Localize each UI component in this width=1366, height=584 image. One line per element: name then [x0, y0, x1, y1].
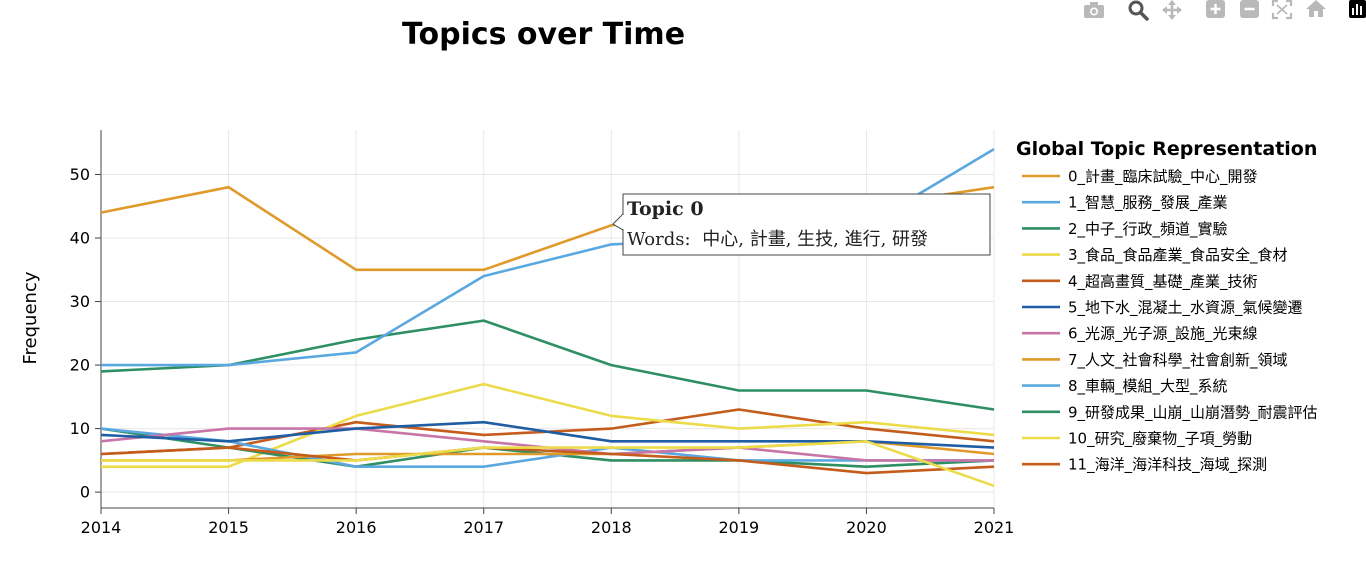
legend-item-topic-5[interactable]: 5_地下水_混凝土_水資源_氣候變遷 [1022, 299, 1303, 318]
hover-words: Words: 中心, 計畫, 生技, 進行, 研發 [627, 229, 928, 250]
legend-label: 8_車輛_模組_大型_系統 [1068, 377, 1228, 396]
legend-label: 2_中子_行政_頻道_實驗 [1068, 220, 1228, 239]
legend-label: 5_地下水_混凝土_水資源_氣候變遷 [1068, 299, 1303, 318]
plot-area: 2014 2015 2016 2017 2018 2019 2020 2021 0 10 20 30… [70, 130, 1015, 537]
series-line-topic-6[interactable] [100, 427, 994, 462]
legend-label: 7_人文_社會科學_社會創新_領域 [1068, 351, 1288, 370]
x-tick-label: 2021 [974, 518, 1015, 537]
x-tick-labels: 2014 2015 2016 2017 2018 2019 2020 2021 [81, 518, 1015, 537]
legend-items: 0_計畫_臨床試驗_中心_開發 1_智慧_服務_發展_產業 2_中子_行政_頻道_實… [1022, 168, 1318, 475]
y-tick-label: 10 [70, 419, 90, 438]
series-line-topic-1[interactable] [101, 147, 995, 367]
legend-item-topic-10[interactable]: 10_研究_廢棄物_子項_勞動 [1022, 430, 1252, 449]
series-line-topic-4[interactable] [100, 446, 995, 475]
home-icon[interactable] [1306, 0, 1326, 17]
legend-label: 4_超高畫質_基礎_產業_技術 [1068, 272, 1258, 291]
zoom-icon[interactable] [1128, 0, 1149, 21]
camera-icon[interactable] [1084, 2, 1104, 18]
legend-label: 11_海洋_海洋科技_海域_探測 [1068, 456, 1267, 475]
legend-label: 10_研究_廢棄物_子項_勞動 [1068, 430, 1252, 449]
legend-item-topic-6[interactable]: 6_光源_光子源_設施_光束線 [1022, 325, 1258, 344]
series-line-topic-3[interactable] [101, 439, 995, 488]
y-tick-label: 40 [70, 229, 90, 248]
legend: Global Topic Representation 0_計畫_臨床試驗_中心… [1016, 138, 1318, 475]
x-tick-label: 2019 [718, 518, 759, 537]
y-tick-label: 50 [70, 165, 90, 184]
modebar [1084, 0, 1366, 21]
x-tick-label: 2017 [463, 518, 504, 537]
y-tick-label: 0 [80, 483, 90, 502]
legend-label: 9_研發成果_山崩_山崩潛勢_耐震評估 [1068, 403, 1318, 422]
x-tick-label: 2014 [81, 518, 122, 537]
autoscale-icon[interactable] [1271, 0, 1293, 20]
legend-title: Global Topic Representation [1016, 138, 1317, 160]
y-tick-label: 20 [70, 356, 90, 375]
series-line-topic-8[interactable] [100, 427, 994, 469]
legend-item-topic-4[interactable]: 4_超高畫質_基礎_產業_技術 [1022, 272, 1258, 291]
legend-label: 6_光源_光子源_設施_光束線 [1068, 325, 1258, 344]
x-tick-label: 2016 [336, 518, 377, 537]
chart-title: Topics over Time [402, 17, 685, 52]
series-line-topic-2[interactable] [100, 319, 995, 411]
hover-words-label: Words: [627, 229, 691, 250]
hover-words-value: 中心, 計畫, 生技, 進行, 研發 [702, 229, 928, 250]
legend-item-topic-0[interactable]: 0_計畫_臨床試驗_中心_開發 [1022, 168, 1258, 187]
legend-item-topic-7[interactable]: 7_人文_社會科學_社會創新_領域 [1022, 351, 1288, 370]
x-tick-label: 2020 [846, 518, 887, 537]
legend-label: 1_智慧_服務_發展_產業 [1068, 194, 1228, 213]
y-tick-labels: 0 10 20 30 40 50 [70, 165, 90, 502]
legend-item-topic-3[interactable]: 3_食品_食品產業_食品安全_食材 [1022, 246, 1288, 265]
pan-icon[interactable] [1162, 0, 1182, 20]
zoom-out-icon[interactable] [1240, 0, 1259, 18]
x-tick-label: 2015 [208, 518, 249, 537]
hover-box [622, 193, 991, 256]
legend-item-topic-2[interactable]: 2_中子_行政_頻道_實驗 [1022, 220, 1228, 239]
hover-title: Topic 0 [627, 198, 704, 220]
y-tick-label: 30 [70, 292, 90, 311]
y-axis-title: Frequency [20, 271, 41, 364]
legend-item-topic-8[interactable]: 8_車輛_模組_大型_系統 [1022, 377, 1228, 396]
hover-tooltip: Topic 0 Words: 中心, 計畫, 生技, 進行, 研發 [612, 193, 991, 256]
plotly-logo-icon[interactable] [1349, 0, 1366, 18]
legend-item-topic-9[interactable]: 9_研發成果_山崩_山崩潛勢_耐震評估 [1022, 403, 1318, 422]
legend-item-topic-1[interactable]: 1_智慧_服務_發展_產業 [1022, 194, 1228, 213]
legend-item-topic-11[interactable]: 11_海洋_海洋科技_海域_探測 [1022, 456, 1267, 475]
x-tick-label: 2018 [591, 518, 632, 537]
legend-label: 3_食品_食品產業_食品安全_食材 [1068, 246, 1288, 265]
zoom-in-icon[interactable] [1206, 0, 1225, 18]
axes [95, 130, 995, 514]
hover-arrow [612, 212, 624, 231]
legend-label: 0_計畫_臨床試驗_中心_開發 [1068, 168, 1258, 187]
